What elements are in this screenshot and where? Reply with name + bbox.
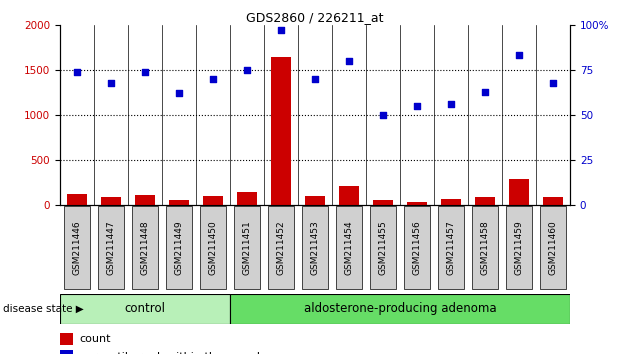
FancyBboxPatch shape (540, 206, 566, 290)
Text: GSM211460: GSM211460 (549, 221, 558, 275)
Point (344, 58, 354, 64)
Bar (230, 294, 570, 324)
Bar (237, 192, 257, 205)
FancyBboxPatch shape (438, 206, 464, 290)
Text: disease state ▶: disease state ▶ (3, 304, 84, 314)
FancyBboxPatch shape (166, 206, 192, 290)
Bar (475, 197, 495, 205)
Bar (169, 200, 189, 205)
FancyBboxPatch shape (302, 206, 328, 290)
FancyBboxPatch shape (506, 206, 532, 290)
FancyBboxPatch shape (98, 206, 124, 290)
Point (480, 89, 490, 95)
Text: percentile rank within the sample: percentile rank within the sample (79, 352, 267, 354)
Bar (271, 57, 291, 205)
Point (208, 76, 218, 82)
Bar (407, 202, 427, 205)
Bar (441, 199, 461, 205)
Point (242, 67, 252, 73)
Title: GDS2860 / 226211_at: GDS2860 / 226211_at (246, 11, 384, 24)
Bar (67, 194, 87, 205)
Text: GSM211451: GSM211451 (243, 221, 251, 275)
Point (446, 101, 456, 107)
Text: GSM211453: GSM211453 (311, 221, 319, 275)
Bar (60, 294, 230, 324)
Text: GSM211446: GSM211446 (72, 221, 81, 275)
Text: control: control (124, 302, 166, 315)
Text: GSM211455: GSM211455 (379, 221, 387, 275)
Text: GSM211447: GSM211447 (106, 221, 115, 275)
FancyBboxPatch shape (200, 206, 226, 290)
Bar (135, 195, 155, 205)
FancyBboxPatch shape (234, 206, 260, 290)
FancyBboxPatch shape (336, 206, 362, 290)
Text: GSM211448: GSM211448 (140, 221, 149, 275)
Text: GSM211456: GSM211456 (413, 221, 421, 275)
Point (378, 112, 388, 118)
Text: GSM211454: GSM211454 (345, 221, 353, 275)
Bar (339, 186, 359, 205)
Point (412, 103, 422, 109)
Bar (509, 179, 529, 205)
Text: count: count (79, 334, 111, 344)
Bar (203, 196, 223, 205)
Text: GSM211459: GSM211459 (515, 221, 524, 275)
Point (548, 80, 558, 85)
Text: GSM211449: GSM211449 (175, 221, 183, 275)
Bar (373, 200, 393, 205)
Point (276, 27, 286, 33)
Bar (60, 333, 72, 345)
FancyBboxPatch shape (64, 206, 90, 290)
Bar (543, 197, 563, 205)
Point (174, 91, 184, 96)
Point (72, 69, 82, 75)
Bar (305, 196, 325, 205)
Text: GSM211450: GSM211450 (209, 221, 217, 275)
FancyBboxPatch shape (132, 206, 158, 290)
Point (514, 53, 524, 58)
FancyBboxPatch shape (370, 206, 396, 290)
Point (310, 76, 320, 82)
Point (106, 80, 116, 85)
Text: GSM211457: GSM211457 (447, 221, 455, 275)
Text: GSM211452: GSM211452 (277, 221, 285, 275)
FancyBboxPatch shape (268, 206, 294, 290)
Text: GSM211458: GSM211458 (481, 221, 490, 275)
Text: aldosterone-producing adenoma: aldosterone-producing adenoma (304, 302, 496, 315)
FancyBboxPatch shape (472, 206, 498, 290)
Point (140, 69, 150, 75)
FancyBboxPatch shape (404, 206, 430, 290)
Bar (60, 350, 72, 354)
Bar (101, 197, 121, 205)
